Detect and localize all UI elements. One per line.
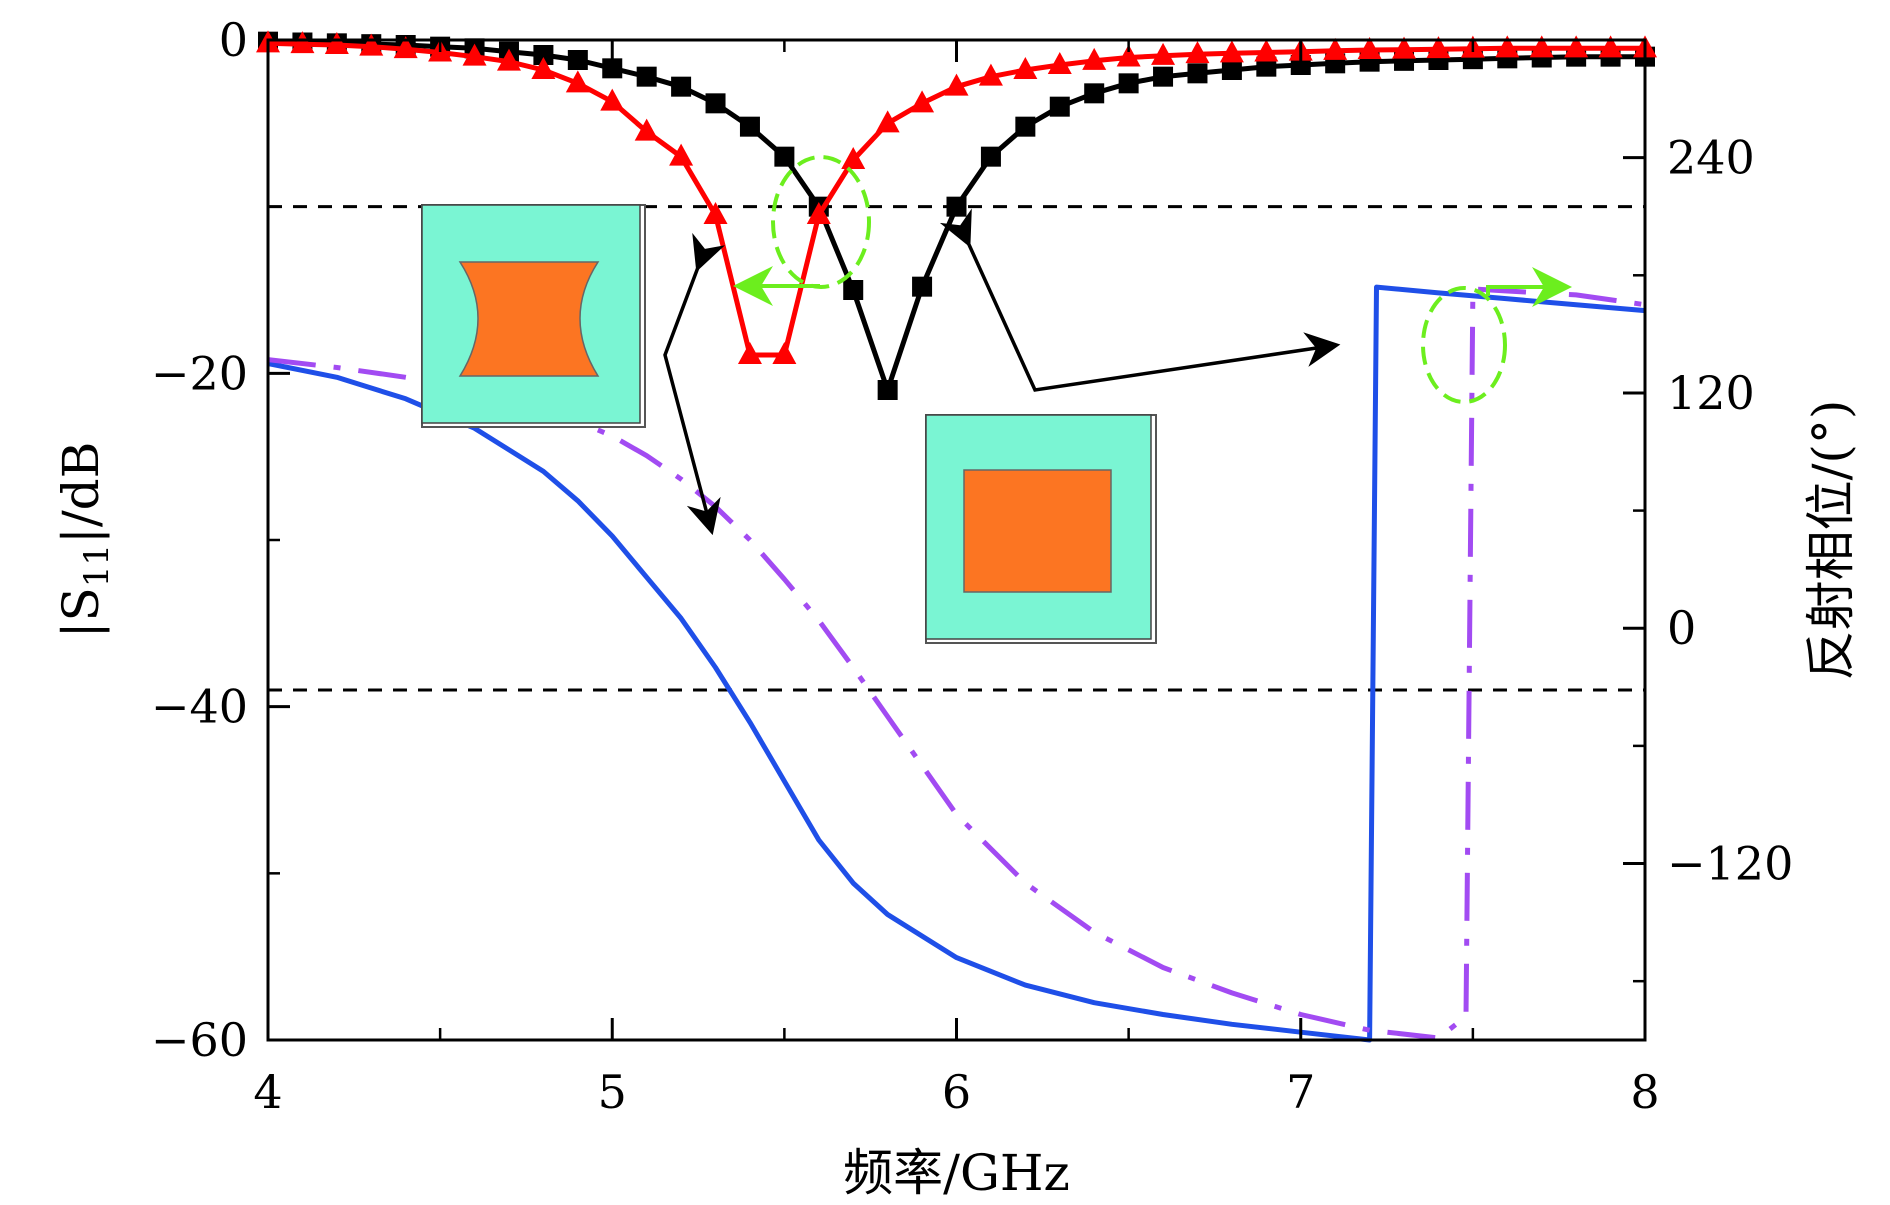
series-point-square — [1118, 73, 1139, 94]
series-point-square — [602, 58, 623, 79]
series-point-square — [705, 93, 726, 114]
y-left-axis-label: |S11|/dB — [52, 442, 117, 639]
series-point-triangle — [462, 43, 487, 66]
series-point-triangle — [565, 70, 590, 93]
x-axis-label: 频率/GHz — [843, 1144, 1070, 1202]
series-point-triangle — [772, 342, 797, 364]
series-point-square — [1084, 83, 1105, 104]
series-point-triangle — [1426, 36, 1451, 59]
arrow-right-axis — [1486, 267, 1572, 307]
series-point-square — [774, 146, 795, 167]
arrow-concave-patch — [663, 232, 726, 536]
series-point-triangle — [875, 110, 900, 133]
series-point-triangle — [496, 48, 521, 71]
series-point-triangle — [324, 32, 349, 54]
x-tick-label: 5 — [598, 1065, 627, 1119]
series-point-triangle — [669, 143, 694, 166]
series-point-square — [946, 196, 967, 217]
series-point-square — [1187, 63, 1208, 84]
series-point-triangle — [1392, 36, 1417, 59]
y-left-tick-label: 0 — [219, 13, 248, 67]
series-point-triangle — [1357, 37, 1382, 59]
y-right-tick-label: 240 — [1667, 131, 1755, 185]
series-point-triangle — [1254, 39, 1279, 62]
series-point-triangle — [531, 57, 556, 79]
y-right-axis-label: 反射相位/(°) — [1802, 400, 1860, 681]
series-point-square — [567, 50, 588, 70]
series-point-square — [1256, 56, 1277, 77]
marker-ellipse-phase — [1421, 286, 1507, 404]
series-point-triangle — [978, 63, 1003, 86]
series-point-triangle — [359, 33, 384, 56]
series-point-square — [636, 66, 657, 87]
series-point-triangle — [1047, 52, 1072, 74]
series-point-triangle — [1185, 41, 1210, 64]
y-left-tick-label: −20 — [151, 346, 248, 400]
series-point-triangle — [944, 73, 969, 96]
y-right-tick-label: 120 — [1667, 366, 1755, 420]
marker-ellipse-dB — [771, 155, 871, 289]
series-point-square — [533, 45, 554, 65]
series-point-square — [980, 146, 1001, 167]
series-point-triangle — [1529, 35, 1554, 58]
series-point-triangle — [600, 88, 625, 111]
series-point-triangle — [1598, 35, 1623, 58]
series-point-square — [739, 116, 760, 137]
annotation-arrows — [663, 155, 1572, 536]
series-point-triangle — [1323, 37, 1348, 60]
y-left-tick-label: −60 — [151, 1013, 248, 1067]
series-point-square — [1049, 96, 1070, 117]
series-point-triangle — [1495, 35, 1520, 58]
series-point-triangle — [737, 342, 762, 364]
series-point-triangle — [703, 202, 728, 224]
series-point-triangle — [1151, 42, 1176, 65]
series-point-square — [912, 276, 933, 297]
series-point-square — [671, 76, 692, 97]
x-tick-label: 8 — [1630, 1065, 1659, 1119]
series-point-triangle — [841, 147, 866, 169]
series-point-triangle — [1082, 47, 1107, 70]
x-tick-label: 7 — [1286, 1065, 1315, 1119]
series-point-triangle — [290, 31, 315, 54]
series-point-triangle — [1116, 44, 1141, 67]
series-point-square — [1153, 66, 1174, 87]
series-point-triangle — [1564, 35, 1589, 58]
series-point-triangle — [393, 36, 418, 59]
axes-layer: 4 5 6 7 8 0 −20 −40 −60 240 120 0 −120 频率/GHz |S11|/dB… — [52, 13, 1860, 1202]
series-point-triangle — [910, 90, 935, 113]
series-point-triangle — [1013, 57, 1038, 79]
x-tick-label: 6 — [942, 1065, 971, 1119]
series-point-triangle — [1219, 40, 1244, 63]
x-tick-label: 4 — [253, 1065, 282, 1119]
series-line-2 — [267, 284, 1646, 1043]
series-point-square — [1221, 60, 1242, 80]
series-point-square — [877, 380, 898, 400]
arrow-square-patch — [939, 208, 1341, 392]
y-right-tick-label: 0 — [1667, 601, 1696, 655]
series-point-triangle — [634, 118, 659, 141]
series-point-square — [1015, 116, 1036, 137]
series-point-square — [843, 280, 864, 300]
y-left-tick-label: −40 — [151, 680, 248, 734]
inset-concave-patch — [421, 204, 646, 428]
inset-square-patch — [925, 414, 1157, 644]
y-right-tick-label: −120 — [1667, 837, 1793, 891]
series-point-triangle — [806, 202, 831, 224]
